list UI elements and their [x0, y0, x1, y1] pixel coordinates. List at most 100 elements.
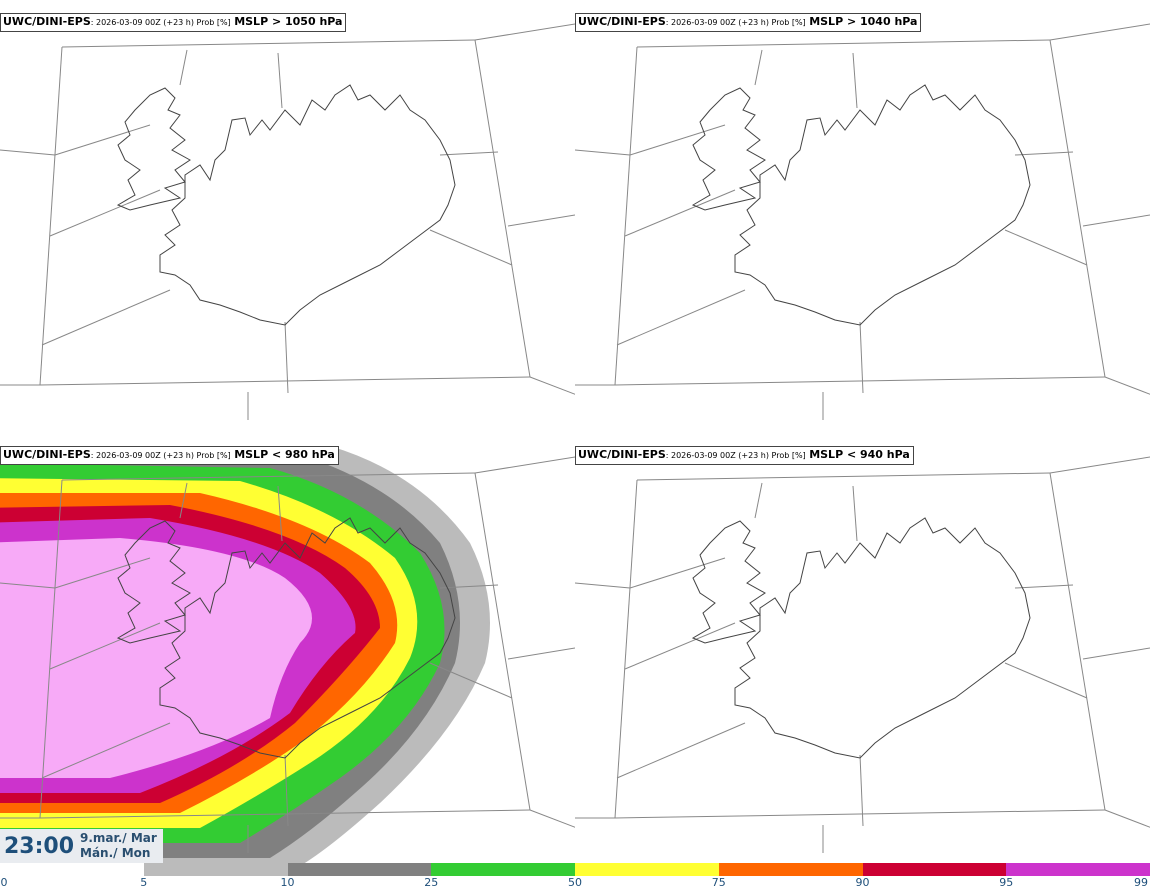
colorbar-segment	[575, 863, 719, 876]
map-panel-mslp-lt-940: UWC/DINI-EPS: 2026-03-09 00Z (+23 h) Pro…	[575, 433, 1150, 866]
map-mslp-lt-980	[0, 446, 575, 866]
grid-line	[1049, 23, 1150, 41]
iceland-coastline	[116, 84, 456, 326]
grid-line	[754, 482, 763, 519]
grid-line	[277, 485, 283, 542]
grid-line	[54, 124, 151, 156]
model-name: UWC/DINI-EPS	[578, 448, 666, 461]
grid-line	[1049, 39, 1106, 378]
panel-title: UWC/DINI-EPS: 2026-03-09 00Z (+23 h) Pro…	[575, 13, 922, 32]
colorbar-segment	[143, 863, 288, 876]
grid-line	[1004, 662, 1088, 699]
grid-line	[529, 376, 575, 395]
grid-line	[507, 214, 575, 227]
grid-line	[474, 472, 531, 811]
panel-title: UWC/DINI-EPS: 2026-03-09 00Z (+23 h) Pro…	[0, 13, 347, 32]
colorbar-segment	[718, 863, 863, 876]
model-name: UWC/DINI-EPS	[578, 15, 666, 28]
grid-line	[1014, 584, 1074, 589]
grid-line	[1082, 647, 1150, 660]
grid-line	[474, 23, 575, 41]
grid-line	[614, 809, 1106, 819]
colorbar-tick: 25	[424, 876, 439, 889]
grid-line	[39, 376, 531, 386]
grid-line	[575, 149, 631, 156]
colorbar-tick: 99	[1134, 876, 1148, 889]
grid-line	[1014, 151, 1074, 156]
colorbar-segment	[1006, 863, 1150, 876]
map-mslp-lt-940	[575, 456, 1150, 853]
grid-line	[629, 557, 726, 589]
map-mslp-gt-1050	[0, 23, 575, 420]
grid-line	[614, 479, 638, 819]
grid-line	[39, 809, 531, 819]
colorbar-tick: 50	[568, 876, 582, 889]
grid-line	[852, 52, 858, 109]
colorbar-tick: 90	[855, 876, 870, 889]
grid-line	[41, 289, 171, 346]
grid-line	[1049, 456, 1150, 474]
grid-lines	[0, 23, 575, 420]
grid-line	[429, 662, 513, 699]
colorbar-tick: 0	[0, 876, 8, 889]
map-mslp-gt-1040	[575, 23, 1150, 420]
map-panel-mslp-lt-980: UWC/DINI-EPS: 2026-03-09 00Z (+23 h) Pro…	[0, 433, 575, 866]
grid-line	[616, 722, 746, 779]
grid-line	[61, 472, 476, 481]
grid-line	[1104, 809, 1150, 828]
colorbar-segment	[287, 863, 432, 876]
valid-time: 23:00	[4, 834, 75, 859]
model-name: UWC/DINI-EPS	[3, 448, 91, 461]
grid-line	[439, 151, 499, 156]
grid-line	[629, 124, 726, 156]
grid-line	[614, 376, 1106, 386]
run-info: : 2026-03-09 00Z (+23 h) Prob [%]	[90, 18, 231, 27]
colorbar-tick: 95	[999, 876, 1014, 889]
grid-lines	[0, 456, 575, 853]
map-panel-mslp-gt-1050: UWC/DINI-EPS: 2026-03-09 00Z (+23 h) Pro…	[0, 0, 575, 433]
grid-line	[859, 754, 864, 827]
grid-line	[575, 582, 631, 589]
grid-line	[1049, 472, 1106, 811]
map-panel-mslp-gt-1040: UWC/DINI-EPS: 2026-03-09 00Z (+23 h) Pro…	[575, 0, 1150, 433]
valid-date-line1: 9.mar./ Mar	[80, 831, 157, 845]
grid-line	[429, 229, 513, 266]
grid-line	[507, 647, 575, 660]
grid-line	[636, 472, 1051, 481]
grid-line	[0, 149, 56, 156]
grid-line	[614, 46, 638, 386]
panel-title: UWC/DINI-EPS: 2026-03-09 00Z (+23 h) Pro…	[575, 446, 914, 465]
grid-line	[0, 582, 56, 589]
panel-title: UWC/DINI-EPS: 2026-03-09 00Z (+23 h) Pro…	[0, 446, 339, 465]
field-name: MSLP < 940 hPa	[809, 448, 910, 461]
grid-line	[61, 39, 476, 48]
run-info: : 2026-03-09 00Z (+23 h) Prob [%]	[665, 451, 806, 460]
grid-line	[624, 189, 736, 237]
probability-field	[0, 446, 490, 866]
prob-band-99	[0, 538, 313, 778]
valid-time-box	[0, 829, 163, 863]
colorbar-segment	[431, 863, 575, 876]
grid-line	[54, 557, 151, 589]
run-info: : 2026-03-09 00Z (+23 h) Prob [%]	[665, 18, 806, 27]
grid-line	[284, 321, 289, 394]
grid-line	[859, 321, 864, 394]
grid-line	[284, 754, 289, 827]
grid-line	[852, 485, 858, 542]
iceland-coastline	[116, 517, 456, 759]
colorbar-segment	[0, 863, 144, 876]
grid-line	[474, 456, 575, 474]
valid-date-line2: Mán./ Mon	[80, 846, 151, 860]
grid-line	[277, 52, 283, 109]
model-name: UWC/DINI-EPS	[3, 15, 91, 28]
grid-line	[1082, 214, 1150, 227]
grid-line	[39, 46, 63, 386]
grid-line	[49, 622, 161, 670]
grid-line	[624, 622, 736, 670]
grid-lines	[575, 456, 1150, 853]
iceland-coastline	[691, 517, 1031, 759]
grid-line	[474, 39, 531, 378]
field-name: MSLP > 1040 hPa	[809, 15, 918, 28]
grid-line	[754, 49, 763, 86]
colorbar-tick: 75	[711, 876, 726, 889]
